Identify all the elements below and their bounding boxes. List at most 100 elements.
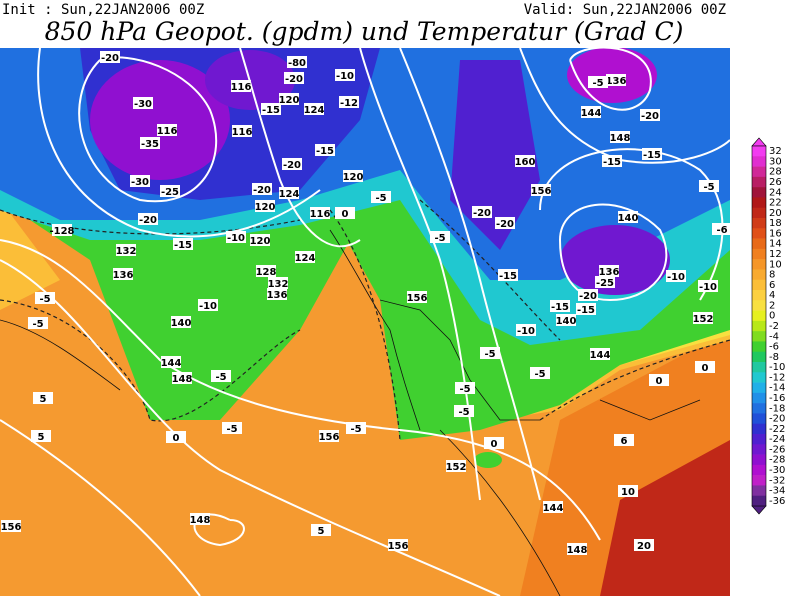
contour-label: -15 bbox=[499, 271, 517, 282]
contour-label-bg bbox=[172, 372, 192, 384]
colorbar-swatch bbox=[752, 423, 766, 435]
contour-label: 148 bbox=[567, 545, 588, 556]
contour-label: 156 bbox=[319, 432, 340, 443]
contour-label: 5 bbox=[318, 526, 325, 537]
colorbar-label: -34 bbox=[769, 486, 785, 497]
contour-label: -6 bbox=[716, 225, 727, 236]
contour-label: 124 bbox=[295, 253, 316, 264]
temperature-contour bbox=[0, 199, 730, 441]
contour-label: -5 bbox=[434, 233, 445, 244]
contour-label-bg bbox=[530, 367, 550, 379]
contour-label-bg bbox=[515, 155, 535, 167]
colorbar-swatch bbox=[752, 392, 766, 404]
contour-label-bg bbox=[556, 314, 576, 326]
contour-label-bg bbox=[640, 109, 660, 121]
green-patch bbox=[474, 452, 502, 468]
colorbar-swatch bbox=[752, 248, 766, 260]
colorbar-swatch bbox=[752, 464, 766, 476]
contour-label: 120 bbox=[343, 172, 364, 183]
contour-label: 156 bbox=[1, 522, 22, 533]
contour-label: -35 bbox=[141, 139, 159, 150]
contour-label: 0 bbox=[173, 433, 180, 444]
contour-label: 152 bbox=[446, 462, 467, 473]
contour-label: -5 bbox=[458, 407, 469, 418]
colorbar-label: 14 bbox=[769, 239, 782, 250]
colorbar-swatch bbox=[752, 238, 766, 250]
colorbar-label: 24 bbox=[769, 187, 782, 198]
contour-label-bg bbox=[649, 374, 669, 386]
contour-label: 156 bbox=[407, 293, 428, 304]
contour-label-bg bbox=[100, 51, 120, 63]
colorbar-label: 18 bbox=[769, 218, 782, 229]
colorbar-swatch bbox=[752, 403, 766, 414]
contour-label: 144 bbox=[590, 350, 611, 361]
contour-label-bg bbox=[634, 539, 654, 551]
colorbar-swatch bbox=[752, 320, 766, 332]
contour-label: -128 bbox=[49, 226, 74, 237]
colorbar-label: 4 bbox=[769, 290, 775, 301]
contour-label: 140 bbox=[171, 318, 192, 329]
colorbar-arrow-top bbox=[751, 137, 767, 147]
contour-label-bg bbox=[712, 223, 732, 235]
contour-label: 140 bbox=[618, 213, 639, 224]
contour-label: -20 bbox=[579, 291, 597, 302]
colorbar-label: -20 bbox=[769, 414, 785, 425]
colorbar-swatch bbox=[752, 485, 766, 497]
colorbar-arrow-bottom bbox=[751, 505, 767, 515]
cold-region bbox=[450, 60, 540, 250]
contour-label: -5 bbox=[459, 384, 470, 395]
contour-label-bg bbox=[446, 460, 466, 472]
contour-label-bg bbox=[693, 312, 713, 324]
contour-label-bg bbox=[160, 185, 180, 197]
contour-label: 156 bbox=[531, 186, 552, 197]
colorbar-label: -8 bbox=[769, 352, 779, 363]
contour-label-bg bbox=[567, 543, 587, 555]
contour-label: -10 bbox=[699, 282, 717, 293]
contour-label-bg bbox=[699, 180, 719, 192]
colorbar-label: -16 bbox=[769, 393, 785, 404]
contour-label: -20 bbox=[285, 74, 303, 85]
colorbar-swatch bbox=[752, 218, 766, 229]
contour-label: -5 bbox=[703, 182, 714, 193]
colorbar-swatch bbox=[752, 228, 766, 239]
contour-label-bg bbox=[252, 183, 272, 195]
contour-label-bg bbox=[255, 200, 275, 212]
contour-label-bg bbox=[666, 270, 686, 282]
colorbar-swatch bbox=[752, 372, 766, 383]
colorbar-label: -30 bbox=[769, 465, 785, 476]
contour-label-bg bbox=[250, 234, 270, 246]
colorbar-label: -10 bbox=[769, 362, 785, 373]
contour-label: -15 bbox=[603, 157, 621, 168]
colorbar-swatch bbox=[752, 310, 766, 322]
contour-label-bg bbox=[33, 392, 53, 404]
colorbar-label: 12 bbox=[769, 249, 782, 260]
contour-label-bg bbox=[454, 405, 474, 417]
colorbar-label: -12 bbox=[769, 372, 785, 383]
colorbar-label: -4 bbox=[769, 331, 779, 342]
contour-label-bg bbox=[35, 292, 55, 304]
contour-label: 124 bbox=[279, 189, 300, 200]
colorbar-swatch bbox=[752, 290, 766, 301]
contour-label: -10 bbox=[667, 272, 685, 283]
contour-label-bg bbox=[171, 316, 191, 328]
contour-label-bg bbox=[550, 300, 570, 312]
contour-label-bg bbox=[618, 211, 638, 223]
contour-label-bg bbox=[232, 125, 252, 137]
contour-label-bg bbox=[698, 280, 718, 292]
contour-label: -10 bbox=[199, 301, 217, 312]
colorbar-swatch bbox=[752, 300, 766, 311]
contour-label-bg bbox=[31, 430, 51, 442]
contour-label-bg bbox=[231, 80, 251, 92]
contour-label-bg bbox=[610, 131, 630, 143]
contour-label-bg bbox=[576, 303, 596, 315]
colorbar-swatch bbox=[752, 259, 766, 270]
contour-label: -20 bbox=[253, 185, 271, 196]
contour-label-bg bbox=[531, 184, 551, 196]
colorbar-swatch bbox=[752, 187, 766, 198]
contour-label: 144 bbox=[543, 503, 564, 514]
contour-label-bg bbox=[133, 97, 153, 109]
contour-label-bg bbox=[319, 430, 339, 442]
colorbar-label: 2 bbox=[769, 300, 775, 311]
contour-label: -15 bbox=[174, 240, 192, 251]
contour-label-bg bbox=[315, 144, 335, 156]
